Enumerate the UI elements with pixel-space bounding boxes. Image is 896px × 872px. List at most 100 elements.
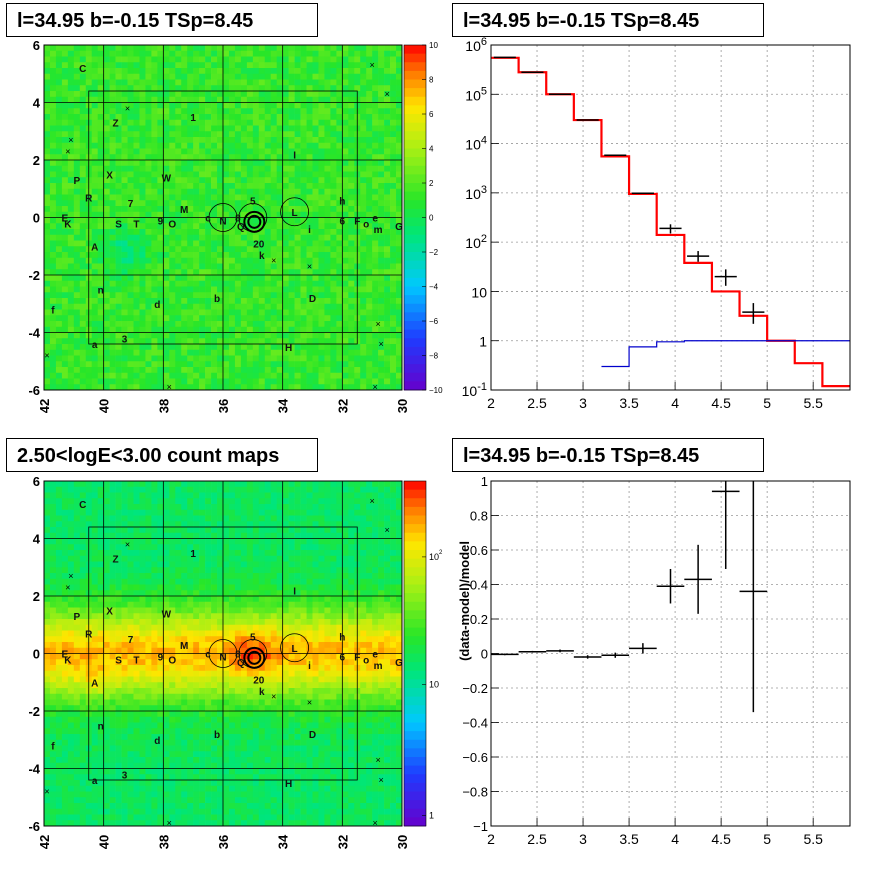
map-pixel [199,269,206,276]
map-pixel [55,544,63,551]
map-pixel [49,532,57,539]
map-pixel [115,636,122,643]
map-pixel [97,91,104,98]
map-pixel [342,56,349,63]
map-pixel [109,211,116,218]
map-pixel [109,676,116,683]
map-pixel [342,355,349,362]
map-pixel [127,584,134,591]
map-pixel [348,315,355,322]
map-pixel [384,183,391,190]
map-pixel [372,194,379,201]
map-pixel [121,252,128,259]
map-pixel [336,45,343,52]
map-pixel [133,286,140,293]
map-pixel [211,114,218,121]
map-pixel [205,338,212,345]
map-pixel [306,79,313,86]
map-pixel [91,670,98,677]
map-pixel [145,820,152,827]
map-pixel [55,728,63,735]
map-pixel [115,567,122,574]
map-pixel [115,292,122,299]
map-pixel [294,372,301,379]
map-pixel [276,344,283,351]
map-pixel [234,137,242,144]
map-pixel [139,114,146,121]
map-pixel [91,79,98,86]
map-pixel [217,183,224,190]
map-pixel [240,372,248,379]
map-pixel [121,619,128,626]
map-pixel [44,711,51,718]
map-pixel [55,142,63,149]
map-pixel [270,326,277,333]
map-pixel [282,56,289,63]
map-pixel [234,62,242,69]
map-pixel [85,50,93,57]
map-pixel [360,361,367,368]
map-pixel [103,292,110,299]
map-pixel [234,114,242,121]
map-pixel [145,56,152,63]
map-pixel [366,165,373,172]
map-pixel [252,367,260,374]
map-pixel [223,171,230,178]
map-pixel [103,206,110,213]
map-pixel [384,96,391,103]
map-pixel [44,670,51,677]
map-pixel [85,814,93,821]
map-pixel [163,355,170,362]
map-pixel [252,361,260,368]
map-pixel [133,774,140,781]
map-pixel [44,498,51,505]
map-pixel [306,321,313,328]
map-pixel [193,45,200,52]
map-pixel [67,131,75,138]
map-pixel [396,257,403,264]
map-pixel [121,596,128,603]
source-label: S [115,219,122,230]
map-pixel [151,699,158,706]
source-label: Z [113,119,119,130]
map-pixel [79,504,87,511]
source-label: 7 [128,199,134,210]
map-pixel [109,280,116,287]
map-pixel [55,682,63,689]
map-pixel [133,298,140,305]
map-pixel [61,171,69,178]
map-pixel [61,79,69,86]
map-pixel [67,785,75,792]
map-pixel [300,223,307,230]
map-pixel [318,45,325,52]
map-pixel [115,803,122,810]
map-pixel [73,292,81,299]
map-pixel [187,183,194,190]
map-pixel [360,200,367,207]
map-pixel [44,653,51,660]
map-pixel [55,50,63,57]
map-pixel [103,298,110,305]
map-pixel [115,96,122,103]
map-pixel [240,292,248,299]
map-pixel [73,378,81,385]
map-pixel [55,538,63,545]
map-pixel [115,326,122,333]
map-pixel [396,355,403,362]
map-pixel [336,286,343,293]
map-pixel [282,303,289,310]
map-pixel [73,137,81,144]
map-pixel [276,85,283,92]
map-pixel [127,160,134,167]
map-pixel [336,384,343,391]
map-pixel [199,62,206,69]
map-pixel [252,119,260,126]
map-pixel [49,647,57,654]
map-pixel [199,200,206,207]
map-pixel [109,102,116,109]
map-pixel [348,188,355,195]
map-pixel [91,573,98,580]
map-pixel [300,269,307,276]
map-pixel [348,263,355,270]
map-pixel [366,326,373,333]
